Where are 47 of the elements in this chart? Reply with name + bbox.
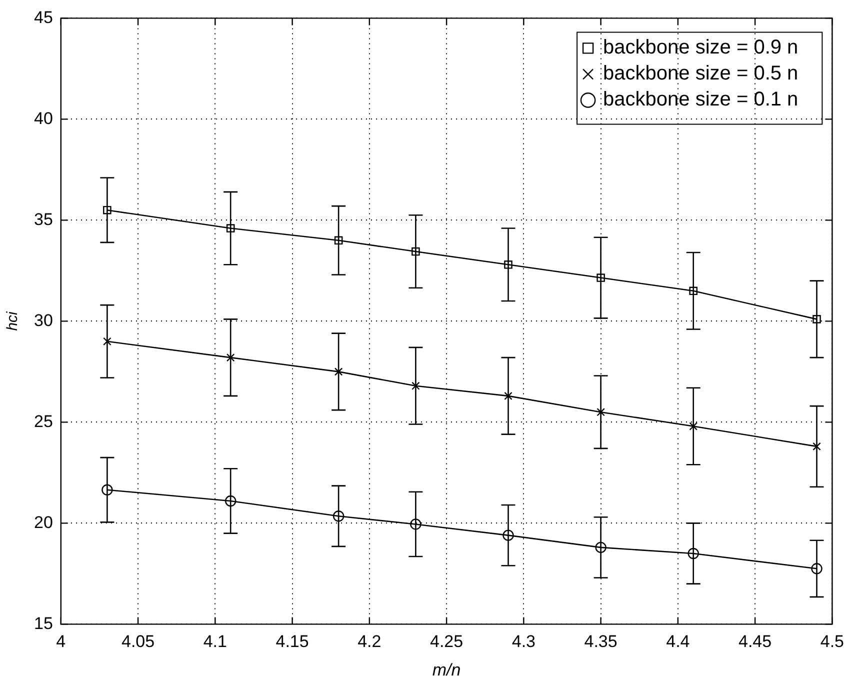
point	[103, 206, 112, 214]
point	[334, 236, 343, 245]
x-tick-label: 4.4	[666, 632, 690, 652]
point	[811, 563, 822, 574]
x-tick-label: 4.45	[738, 632, 772, 652]
x-axis-title: m/n	[432, 660, 461, 680]
point	[226, 224, 235, 232]
x-tick-label: 4.1	[203, 632, 227, 652]
x-tick-label: 4.15	[276, 632, 309, 652]
x-tick-label: 4.2	[358, 632, 382, 652]
y-tick-label: 40	[34, 108, 53, 128]
point	[412, 382, 420, 390]
y-tick-label: 20	[34, 512, 53, 532]
point	[224, 495, 236, 507]
point	[688, 548, 699, 560]
y-tick-label: 15	[34, 614, 53, 633]
point	[103, 337, 112, 346]
point	[596, 274, 605, 282]
point	[502, 530, 514, 541]
y-tick-label: 25	[34, 412, 53, 431]
legend-label: backbone size = 0.1 n	[603, 88, 798, 111]
point	[334, 368, 343, 376]
point	[812, 315, 821, 324]
y-tick-label: 35	[34, 210, 53, 229]
legend-label: backbone size = 0.5 n	[603, 62, 798, 85]
y-tick-label: 30	[34, 310, 53, 330]
x-tick-label: 4.05	[121, 632, 155, 652]
point	[689, 286, 698, 296]
y-axis-title: hci	[4, 310, 22, 331]
point	[689, 422, 698, 430]
point	[102, 484, 113, 496]
x-tick-label: 4.25	[430, 632, 464, 652]
point	[332, 510, 344, 522]
point	[504, 260, 512, 269]
x-tick-label: 4	[56, 632, 66, 652]
x-tick-label: 4.35	[584, 632, 618, 652]
legend-label: backbone size = 0.9 n	[603, 36, 798, 59]
x-tick-label: 4.3	[512, 632, 536, 652]
point	[504, 392, 512, 400]
point	[410, 518, 422, 530]
y-tick-label: 45	[34, 8, 53, 27]
point	[226, 353, 235, 362]
x-tick-label: 4.5	[820, 632, 844, 652]
point	[596, 408, 605, 416]
point	[595, 542, 606, 554]
point	[812, 442, 821, 451]
point	[412, 247, 420, 256]
